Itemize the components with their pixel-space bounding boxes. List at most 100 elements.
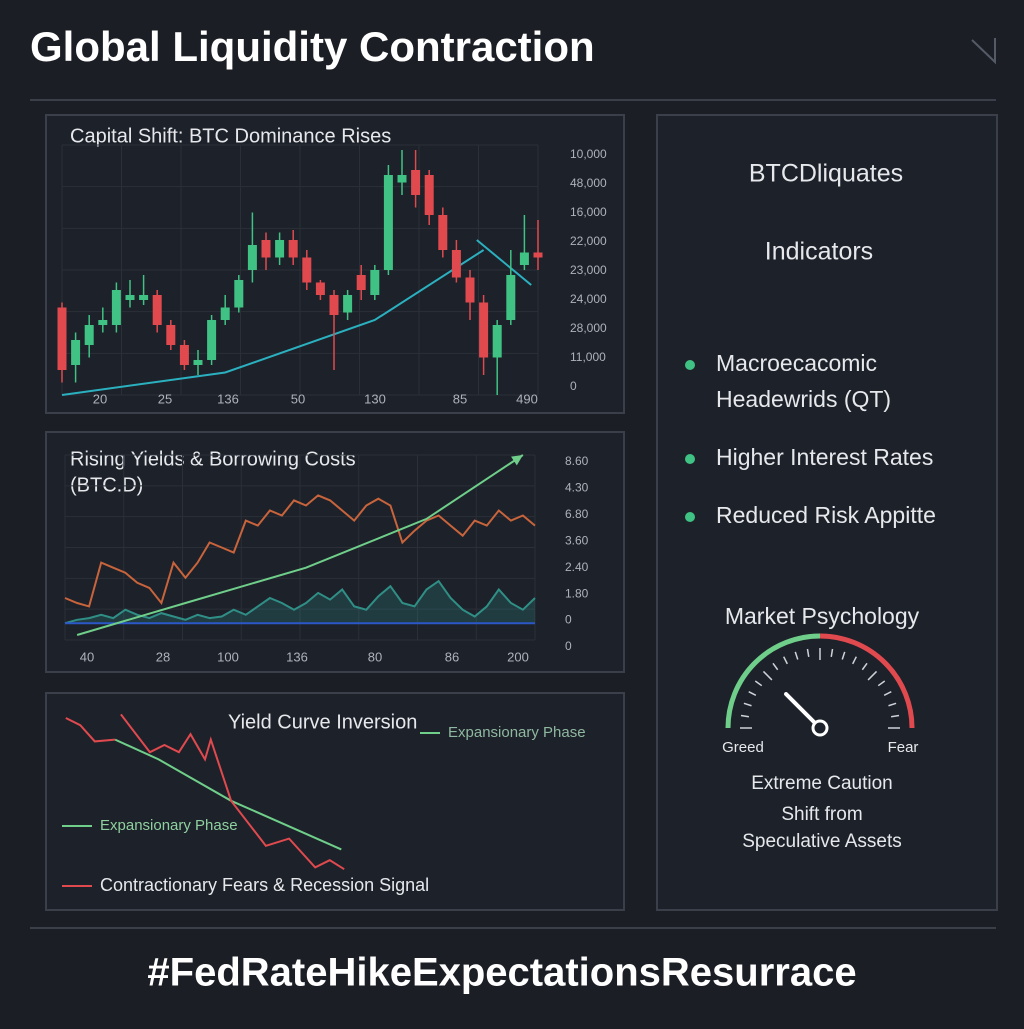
chart-title: Capital Shift: BTC Dominance Rises — [70, 125, 391, 147]
candle-body — [247, 245, 257, 270]
candle-body — [533, 252, 543, 258]
gauge-title: Market Psychology — [725, 603, 920, 629]
candle-body — [139, 295, 149, 300]
y-tick-label: 0 — [565, 639, 572, 653]
candle-body — [492, 325, 502, 358]
panel — [656, 114, 998, 911]
gauge-min-label: Greed — [722, 739, 764, 756]
corner-icon — [971, 38, 996, 65]
legend-label: Contractionary Fears & Recession Signal — [100, 875, 429, 895]
gauge-tick — [748, 691, 757, 696]
candle-body — [465, 277, 475, 303]
candle-body — [343, 295, 353, 313]
gauge-tick — [743, 702, 752, 707]
chart-title: Rising Yields & Borrowing Costs — [70, 448, 356, 470]
candle-body — [479, 302, 489, 358]
x-tick-label: 100 — [217, 649, 239, 664]
candle-body — [397, 175, 407, 183]
x-tick-label: 130 — [364, 391, 386, 406]
candle-body — [275, 240, 285, 258]
candle-body — [179, 345, 189, 365]
y-tick-label: 3.60 — [565, 533, 589, 547]
sidebar-subheading: Indicators — [765, 238, 873, 266]
x-tick-label: 136 — [217, 391, 239, 406]
panel — [45, 431, 625, 673]
candle-body — [71, 340, 81, 365]
x-tick-label: 40 — [80, 649, 94, 664]
candle-body — [383, 175, 393, 270]
candle-body — [302, 257, 312, 283]
chart-subtitle: (BTC.D) — [70, 474, 143, 496]
candle-body — [356, 275, 366, 290]
gauge-tick — [852, 656, 857, 665]
bullet-dot — [685, 360, 695, 370]
gauge-hub — [811, 719, 829, 737]
candle-body — [506, 275, 516, 320]
candle-body — [411, 170, 421, 195]
y-tick-label: 0 — [565, 613, 572, 627]
candle-body — [125, 295, 135, 300]
panel — [45, 692, 625, 911]
gauge-tick — [890, 714, 900, 718]
gauge-tick — [740, 714, 750, 718]
candle-body — [315, 282, 325, 295]
y-tick-label: 24,000 — [570, 292, 607, 306]
gauge-tick — [754, 680, 763, 687]
sidebar-heading: BTCDliquates — [749, 160, 903, 188]
candle-body — [234, 280, 244, 308]
bullet-text: Reduced Risk Appitte — [716, 502, 936, 528]
gauge-tick — [883, 691, 892, 696]
x-tick-label: 80 — [368, 649, 382, 664]
y-tick-label: 22,000 — [570, 234, 607, 248]
bullet-text: Headewrids (QT) — [716, 386, 891, 412]
candle-body — [451, 250, 461, 278]
candle-body — [98, 320, 108, 325]
bullet-dot — [685, 512, 695, 522]
legend-label: Expansionary Phase — [100, 817, 238, 834]
candle-body — [84, 325, 94, 345]
page-title: Global Liquidity Contraction — [30, 23, 595, 70]
line — [76, 454, 524, 636]
trend-line — [61, 249, 485, 396]
y-tick-label: 8.60 — [565, 454, 589, 468]
gauge-tick — [783, 656, 788, 665]
y-tick-label: 28,000 — [570, 321, 607, 335]
x-tick-label: 200 — [507, 649, 529, 664]
candle-body — [57, 307, 67, 370]
gauge-tick — [867, 670, 878, 681]
candle-body — [370, 270, 380, 295]
gauge-tick — [806, 648, 810, 658]
gauge-max-label: Fear — [888, 739, 919, 756]
y-tick-label: 6.80 — [565, 507, 589, 521]
line — [64, 494, 536, 608]
candle-body — [193, 360, 203, 365]
candle-body — [111, 290, 121, 325]
footer-hashtag: #FedRateHikeExpectationsResurrace — [147, 951, 856, 995]
gauge-tick — [830, 648, 834, 658]
y-tick-label: 23,000 — [570, 263, 607, 277]
y-tick-label: 1.80 — [565, 586, 589, 600]
annotation: Expansionary Phase — [448, 724, 586, 741]
gauge-caption: Extreme Caution — [751, 773, 893, 794]
y-tick-label: 11,000 — [570, 350, 606, 364]
candle-body — [166, 325, 176, 345]
gauge-tick — [888, 702, 897, 707]
candle-body — [152, 295, 162, 325]
gauge-arc — [819, 633, 915, 729]
gauge-caption: Speculative Assets — [742, 831, 901, 852]
candle-body — [329, 295, 339, 315]
x-tick-label: 28 — [156, 649, 170, 664]
x-tick-label: 50 — [291, 391, 305, 406]
gauge-tick — [877, 680, 886, 687]
area — [65, 581, 535, 624]
x-tick-label: 20 — [93, 391, 107, 406]
x-tick-label: 85 — [453, 391, 467, 406]
candle-body — [288, 240, 298, 258]
bullet-text: Higher Interest Rates — [716, 444, 933, 470]
y-tick-label: 4.30 — [565, 481, 589, 495]
bullet-dot — [685, 454, 695, 464]
candle-body — [220, 307, 230, 320]
line — [65, 713, 345, 871]
